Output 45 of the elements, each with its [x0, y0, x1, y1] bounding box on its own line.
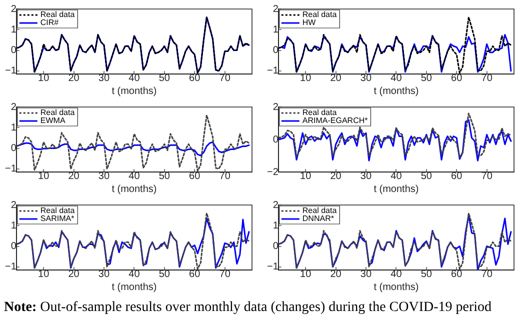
- y-tick-label: 0: [272, 241, 279, 252]
- line-series: [16, 114, 250, 172]
- legend-label: CIR#: [40, 18, 60, 28]
- y-tick-label: 0: [272, 134, 279, 146]
- legend-label: SARIMA*: [40, 214, 74, 224]
- y-tick-label: −1: [266, 262, 279, 273]
- legend-label: DNNAR*: [302, 214, 334, 224]
- legend-label: ARIMA-EGARCH*: [302, 116, 368, 126]
- y-tick-label: 2: [10, 4, 17, 15]
- y-tick-label: 2: [10, 102, 17, 113]
- y-tick-label: 0: [272, 45, 279, 56]
- y-tick-label: −1: [4, 164, 17, 175]
- y-tick-label: −2: [266, 166, 279, 178]
- y-tick-label: 0: [10, 45, 17, 56]
- legend-label: Real data: [40, 108, 76, 118]
- legend-label: Real data: [302, 206, 338, 216]
- legend-label: HW: [302, 18, 316, 28]
- text: Note: Out-of-sample results over monthly data (changes) during the COVID-19 period: [4, 300, 493, 316]
- y-tick-label: 0: [10, 143, 17, 154]
- y-tick-label: 2: [272, 4, 279, 15]
- x-axis-title: t (months): [112, 184, 157, 195]
- y-tick-label: 1: [272, 24, 279, 36]
- y-tick-label: 2: [10, 200, 17, 211]
- line-series: [16, 16, 250, 74]
- y-tick-label: 1: [10, 122, 17, 134]
- line-series: [278, 16, 512, 74]
- y-tick-label: 2: [272, 200, 279, 211]
- x-axis-title: t (months): [112, 282, 157, 293]
- y-tick-label: 1: [272, 220, 279, 232]
- legend-label: Real data: [302, 10, 338, 20]
- x-axis-title: t (months): [374, 86, 419, 97]
- y-tick-label: 1: [10, 24, 17, 36]
- legend-label: Real data: [302, 108, 338, 118]
- y-tick-label: −1: [4, 262, 17, 273]
- y-tick-label: 2: [272, 102, 279, 113]
- legend-label: Real data: [40, 206, 76, 216]
- y-tick-label: −1: [4, 66, 17, 77]
- x-axis-title: t (months): [374, 282, 419, 293]
- legend-label: EWMA: [40, 116, 66, 126]
- x-axis-title: t (months): [112, 86, 157, 97]
- y-tick-label: 0: [10, 241, 17, 252]
- legend-label: Real data: [40, 10, 76, 20]
- x-axis-title: t (months): [374, 184, 419, 195]
- y-tick-label: 1: [10, 220, 17, 232]
- y-tick-label: −1: [266, 66, 279, 77]
